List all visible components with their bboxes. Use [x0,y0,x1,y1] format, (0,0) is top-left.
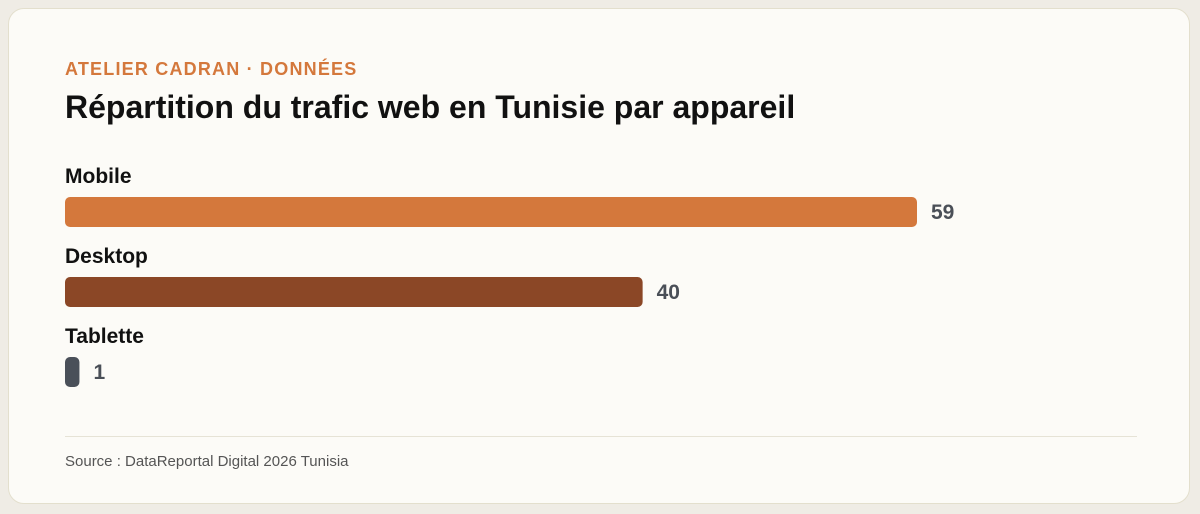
bar-chart: Mobile 59 Desktop 40 Tablette 1 [65,159,1065,399]
category-label-mobile: Mobile [65,165,132,188]
category-label-desktop: Desktop [65,245,148,268]
bar-chart-svg: Mobile 59 Desktop 40 Tablette 1 [65,165,954,387]
value-label-tablette: 1 [93,361,105,384]
bar-desktop[interactable] [65,277,643,307]
bar-mobile[interactable] [65,197,917,227]
value-label-desktop: 40 [657,281,680,304]
brand-label: ATELIER CADRAN · DONNÉES [65,59,358,79]
footer-divider [65,436,1137,437]
bar-tablette[interactable] [65,357,80,387]
chart-card: ATELIER CADRAN · DONNÉES Répartition du … [8,8,1190,504]
category-label-tablette: Tablette [65,325,144,348]
chart-title: Répartition du trafic web en Tunisie par… [65,89,796,125]
source-note: Source : DataReportal Digital 2026 Tunis… [65,453,349,470]
value-label-mobile: 59 [931,201,954,224]
